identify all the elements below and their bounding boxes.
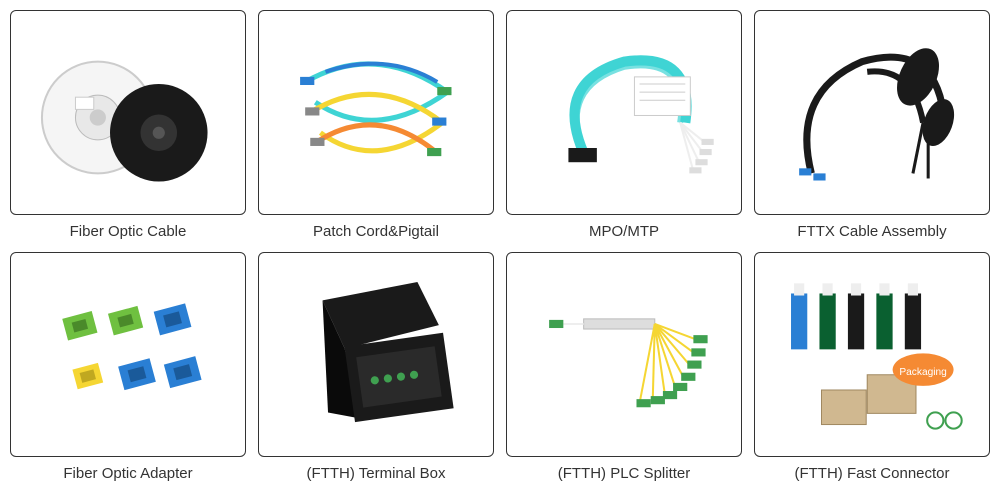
product-card[interactable]: Fiber Optic Adapter — [10, 252, 246, 482]
product-image-fast-connector: Packaging — [754, 252, 990, 457]
product-label: (FTTH) Fast Connector — [794, 465, 949, 482]
product-image-mpo-mtp — [506, 10, 742, 215]
product-label: Fiber Optic Cable — [70, 223, 187, 240]
product-label: MPO/MTP — [589, 223, 659, 240]
product-image-terminal-box — [258, 252, 494, 457]
product-label: Fiber Optic Adapter — [63, 465, 192, 482]
product-card[interactable]: MPO/MTP — [506, 10, 742, 240]
product-card[interactable]: (FTTH) Terminal Box — [258, 252, 494, 482]
product-label: (FTTH) Terminal Box — [307, 465, 446, 482]
product-card[interactable]: (FTTH) PLC Splitter — [506, 252, 742, 482]
product-card[interactable]: Fiber Optic Cable — [10, 10, 246, 240]
svg-text:Packaging: Packaging — [899, 367, 946, 378]
product-image-adapter — [10, 252, 246, 457]
product-image-patch-cord — [258, 10, 494, 215]
product-image-cable-spool — [10, 10, 246, 215]
product-card[interactable]: Packaging (FTTH) Fast Connector — [754, 252, 990, 482]
product-grid: Fiber Optic Cable Patch Cord&Pigtail — [10, 10, 990, 482]
product-label: FTTX Cable Assembly — [797, 223, 946, 240]
product-image-fttx-assembly — [754, 10, 990, 215]
product-card[interactable]: FTTX Cable Assembly — [754, 10, 990, 240]
product-label: (FTTH) PLC Splitter — [558, 465, 691, 482]
product-card[interactable]: Patch Cord&Pigtail — [258, 10, 494, 240]
product-label: Patch Cord&Pigtail — [313, 223, 439, 240]
product-image-plc-splitter — [506, 252, 742, 457]
